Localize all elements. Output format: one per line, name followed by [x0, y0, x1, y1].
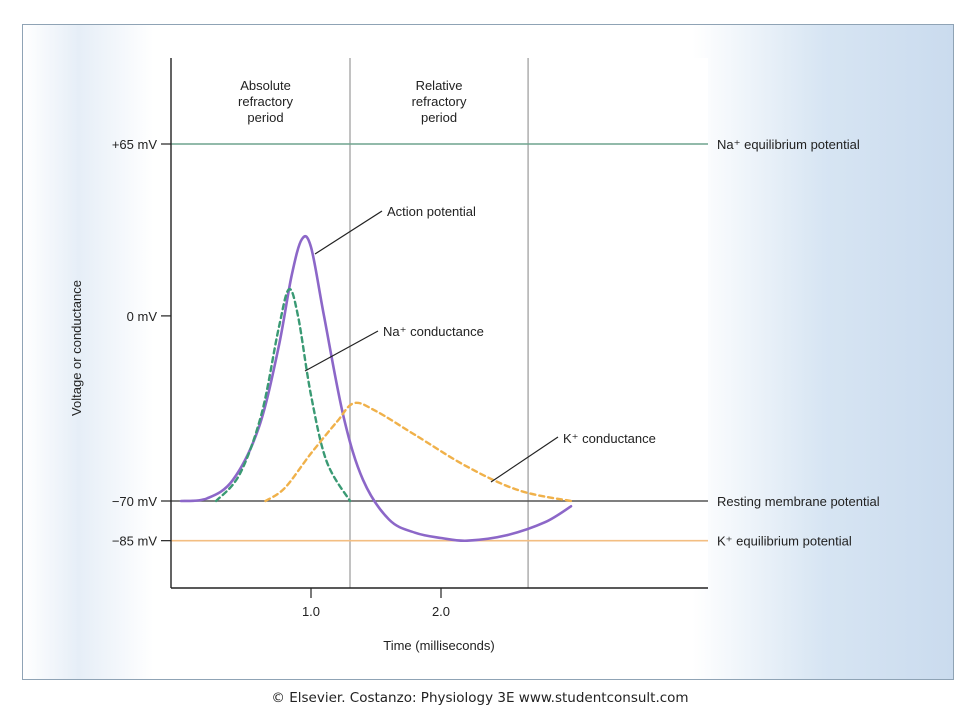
x-axis-label: Time (milliseconds) — [383, 638, 494, 653]
x-tick-label-2-0: 2.0 — [432, 604, 450, 619]
na-conductance-annotation: Na⁺ conductance — [383, 324, 484, 339]
action-potential-annotation: Action potential — [387, 204, 476, 219]
axes — [170, 58, 708, 589]
y-axis-label: Voltage or conductance — [69, 280, 84, 416]
action-potential-leader-line — [314, 210, 383, 255]
relative-refractory-period-label-line-2: refractory — [412, 94, 467, 109]
x-tick-label-1-0: 1.0 — [302, 604, 320, 619]
na-conductance-leader-line — [304, 330, 379, 372]
k-conductance-annotation: K⁺ conductance — [563, 431, 656, 446]
y-tick-label-85-mv: −85 mV — [112, 534, 157, 549]
absolute-refractory-period-label-line-3: period — [247, 110, 283, 125]
annotations: Action potential Na⁺ conductance K⁺ conduc… — [304, 204, 656, 483]
reference-lines: Na⁺ equilibrium potential Resting membran… — [171, 137, 880, 549]
action-potential-curve — [179, 234, 573, 543]
relative-refractory-period-label-line-1: Relative — [416, 78, 463, 93]
k-equilibrium-potential-label: K⁺ equilibrium potential — [717, 534, 852, 549]
absolute-refractory-period-label-line-1: Absolute — [240, 78, 291, 93]
k-conductance-leader-line — [490, 436, 559, 483]
axis-ticks: +65 mV 0 mV −70 mV −85 mV 1.0 2.0 — [112, 137, 450, 619]
resting-membrane-potential-label: Resting membrane potential — [717, 494, 880, 509]
plot-area — [171, 58, 708, 588]
y-tick-label-70-mv: −70 mV — [112, 494, 157, 509]
y-tick-label-65-mv: +65 mV — [112, 137, 157, 152]
series-group — [179, 234, 573, 543]
copyright-credit: © Elsevier. Costanzo: Physiology 3E www.… — [271, 690, 689, 706]
y-tick-label-0-mv: 0 mV — [127, 309, 158, 324]
relative-refractory-period-label-line-3: period — [421, 110, 457, 125]
absolute-refractory-period-label-line-2: refractory — [238, 94, 293, 109]
na-equilibrium-potential-label: Na⁺ equilibrium potential — [717, 137, 860, 152]
k-conductance-curve — [264, 401, 573, 503]
